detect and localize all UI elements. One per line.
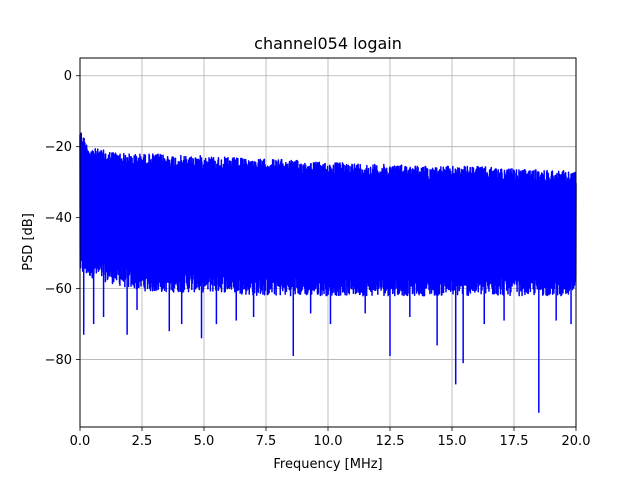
- x-tick-label-4: 10.0: [314, 434, 343, 449]
- psd-trace: [79, 132, 577, 297]
- x-axis-label: Frequency [MHz]: [273, 457, 382, 472]
- x-tick-label-2: 5.0: [194, 434, 215, 449]
- y-tick-label-0: 0: [64, 69, 72, 84]
- y-tick-label-1: −20: [45, 140, 72, 155]
- x-tick-label-6: 15.0: [438, 434, 467, 449]
- y-tick-label-4: −80: [45, 353, 72, 368]
- y-tick-label-2: −40: [45, 211, 72, 226]
- x-tick-label-7: 17.5: [500, 434, 529, 449]
- x-tick-label-3: 7.5: [256, 434, 277, 449]
- x-axis: 0.0 2.5 5.0 7.5 10.0 12.5 15.0 17.5 20.0: [70, 427, 591, 449]
- x-tick-label-0: 0.0: [70, 434, 91, 449]
- x-tick-label-5: 12.5: [376, 434, 405, 449]
- series-psd: [79, 132, 577, 413]
- y-tick-label-3: −60: [45, 282, 72, 297]
- chart-title: channel054 logain: [254, 34, 402, 53]
- x-tick-label-8: 20.0: [562, 434, 591, 449]
- x-tick-label-1: 2.5: [132, 434, 153, 449]
- y-axis: 0 −20 −40 −60 −80: [45, 69, 80, 368]
- y-axis-label: PSD [dB]: [21, 213, 36, 271]
